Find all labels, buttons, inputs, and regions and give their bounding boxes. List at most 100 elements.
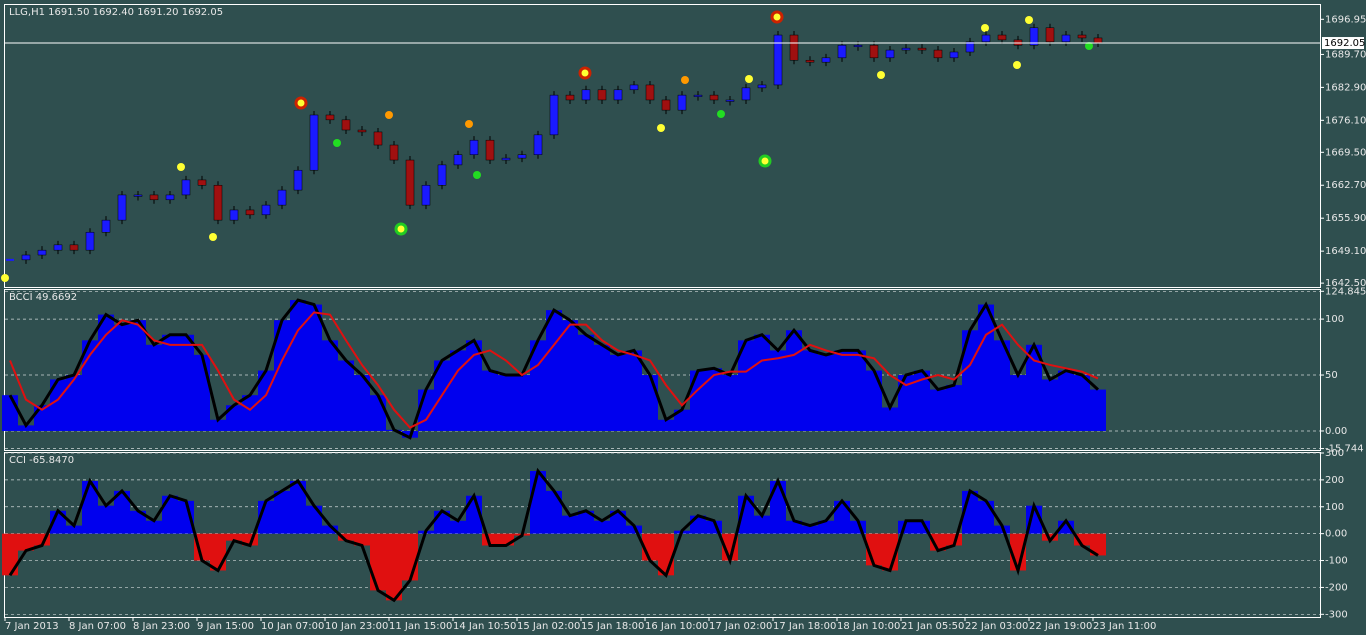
histogram-bar bbox=[306, 304, 322, 431]
x-tick-label: 17 Jan 18:00 bbox=[773, 621, 836, 632]
histogram-bar bbox=[226, 405, 242, 431]
candle bbox=[933, 49, 943, 59]
x-tick-label: 14 Jan 10:50 bbox=[453, 621, 516, 632]
histogram-bar bbox=[562, 515, 578, 534]
histogram-bar bbox=[818, 520, 834, 534]
signal-dot bbox=[1, 274, 9, 282]
x-tick-label: 15 Jan 18:00 bbox=[581, 621, 644, 632]
candle bbox=[197, 179, 207, 186]
histogram-bar bbox=[930, 533, 946, 551]
candle bbox=[693, 94, 703, 97]
candle bbox=[741, 87, 751, 101]
y-tick-label: 1662.70 bbox=[1325, 180, 1366, 191]
candle bbox=[549, 94, 559, 136]
candle bbox=[421, 184, 431, 206]
candle bbox=[21, 254, 31, 261]
histogram-bar bbox=[530, 340, 546, 431]
histogram-bar bbox=[978, 304, 994, 431]
histogram-bar bbox=[370, 395, 386, 431]
panel-title: BCCI 49.6692 bbox=[9, 292, 77, 303]
histogram-bar bbox=[242, 395, 258, 431]
histogram-bar bbox=[226, 533, 242, 541]
current-price-box bbox=[1322, 37, 1364, 50]
histogram-bar bbox=[322, 340, 338, 431]
candle bbox=[357, 129, 367, 133]
candle bbox=[213, 184, 223, 221]
histogram-bar bbox=[2, 533, 18, 576]
candle bbox=[533, 134, 543, 155]
histogram-bar bbox=[338, 360, 354, 431]
y-tick-label: 1696.95 bbox=[1325, 14, 1366, 25]
candle bbox=[661, 99, 671, 111]
histogram-bar bbox=[114, 490, 130, 534]
histogram-bar bbox=[322, 525, 338, 534]
histogram-outline bbox=[8, 298, 1100, 440]
y-tick-label: -15.744 bbox=[1325, 444, 1364, 455]
candle bbox=[501, 157, 511, 161]
signal-dot bbox=[877, 71, 885, 79]
histogram-bar bbox=[82, 340, 98, 431]
histogram-bar bbox=[194, 354, 210, 431]
histogram-bar bbox=[802, 350, 818, 431]
candle bbox=[837, 44, 847, 59]
candle bbox=[53, 244, 63, 251]
candle bbox=[293, 169, 303, 191]
histogram-bar bbox=[402, 533, 418, 581]
histogram-bar bbox=[882, 407, 898, 431]
histogram-bar bbox=[690, 370, 706, 431]
signal-dot bbox=[1013, 61, 1021, 69]
candle bbox=[901, 47, 911, 51]
panel-title: CCI -65.8470 bbox=[9, 455, 74, 466]
histogram-bar bbox=[770, 480, 786, 534]
histogram-bar bbox=[450, 520, 466, 534]
candle bbox=[165, 194, 175, 201]
signal-dot bbox=[578, 66, 592, 80]
histogram-bar bbox=[834, 500, 850, 534]
histogram-bar bbox=[1058, 370, 1074, 431]
histogram-bar bbox=[210, 419, 226, 431]
candle bbox=[789, 34, 799, 61]
histogram-bar bbox=[66, 525, 82, 534]
histogram-bar bbox=[66, 375, 82, 431]
signal-dot bbox=[758, 154, 772, 168]
candle bbox=[85, 231, 95, 251]
y-tick-label: 50 bbox=[1325, 370, 1338, 381]
histogram-bar bbox=[290, 480, 306, 534]
histogram-bar bbox=[578, 334, 594, 431]
histogram-bar bbox=[290, 300, 306, 431]
histogram-bar bbox=[722, 375, 738, 431]
candle bbox=[869, 44, 879, 59]
histogram-bar bbox=[530, 471, 546, 534]
candle bbox=[261, 204, 271, 216]
histogram-bar bbox=[994, 340, 1010, 431]
candle bbox=[709, 94, 719, 101]
histogram-bar bbox=[754, 334, 770, 431]
histogram-bar bbox=[786, 520, 802, 534]
histogram-bar bbox=[162, 495, 178, 534]
signal-dot bbox=[745, 75, 753, 83]
candle bbox=[853, 44, 863, 47]
x-tick-label: 15 Jan 02:00 bbox=[517, 621, 580, 632]
histogram-bar bbox=[498, 375, 514, 431]
x-tick-label: 9 Jan 15:00 bbox=[197, 621, 254, 632]
signal-dot bbox=[177, 163, 185, 171]
histogram-bar bbox=[114, 324, 130, 431]
histogram-bar bbox=[786, 330, 802, 431]
candle bbox=[917, 47, 927, 51]
y-tick-label: 100 bbox=[1325, 502, 1344, 513]
candle bbox=[229, 209, 239, 221]
candle bbox=[453, 154, 463, 166]
y-tick-label: 0.00 bbox=[1325, 529, 1347, 540]
signal-dot bbox=[681, 76, 689, 84]
histogram-bar bbox=[130, 320, 146, 431]
candle bbox=[469, 139, 479, 155]
histogram-bar bbox=[898, 375, 914, 431]
candle bbox=[645, 84, 655, 101]
candle bbox=[1029, 27, 1039, 46]
y-tick-label: 1669.50 bbox=[1325, 147, 1366, 158]
histogram-bar bbox=[354, 375, 370, 431]
candle bbox=[133, 194, 143, 197]
histogram-bar bbox=[482, 533, 498, 546]
candle bbox=[389, 144, 399, 161]
y-tick-label: -300 bbox=[1325, 609, 1348, 620]
